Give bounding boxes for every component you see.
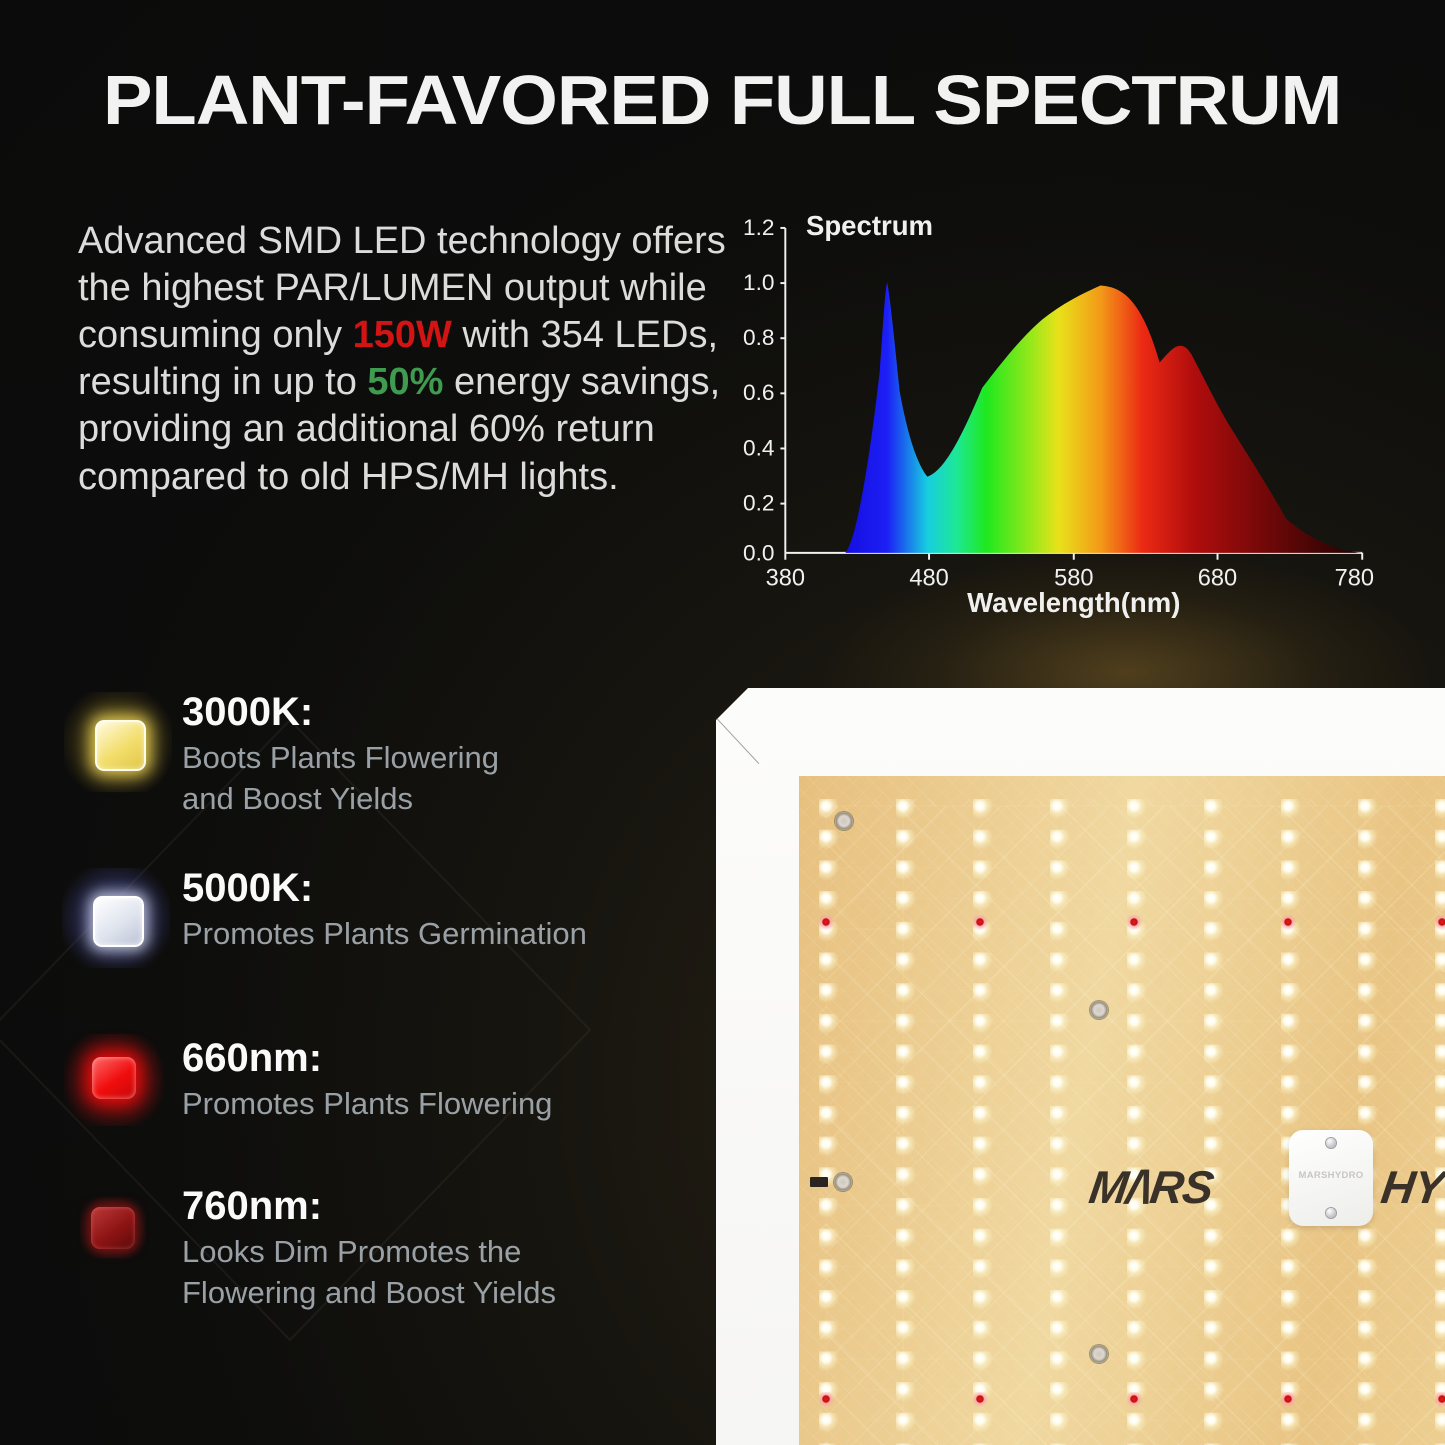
svg-text:680: 680 <box>1198 565 1237 591</box>
svg-text:0.0: 0.0 <box>743 541 774 566</box>
svg-text:480: 480 <box>909 565 948 591</box>
svg-text:Spectrum: Spectrum <box>806 210 933 241</box>
svg-text:1.2: 1.2 <box>743 215 774 240</box>
svg-text:780: 780 <box>1335 565 1374 591</box>
svg-text:0.8: 0.8 <box>743 325 774 350</box>
svg-text:0.4: 0.4 <box>743 435 774 460</box>
svg-text:Wavelength(nm): Wavelength(nm) <box>967 587 1180 618</box>
svg-text:1.0: 1.0 <box>743 270 774 295</box>
svg-text:380: 380 <box>766 565 805 591</box>
svg-text:0.6: 0.6 <box>743 380 774 405</box>
svg-text:0.2: 0.2 <box>743 490 774 515</box>
